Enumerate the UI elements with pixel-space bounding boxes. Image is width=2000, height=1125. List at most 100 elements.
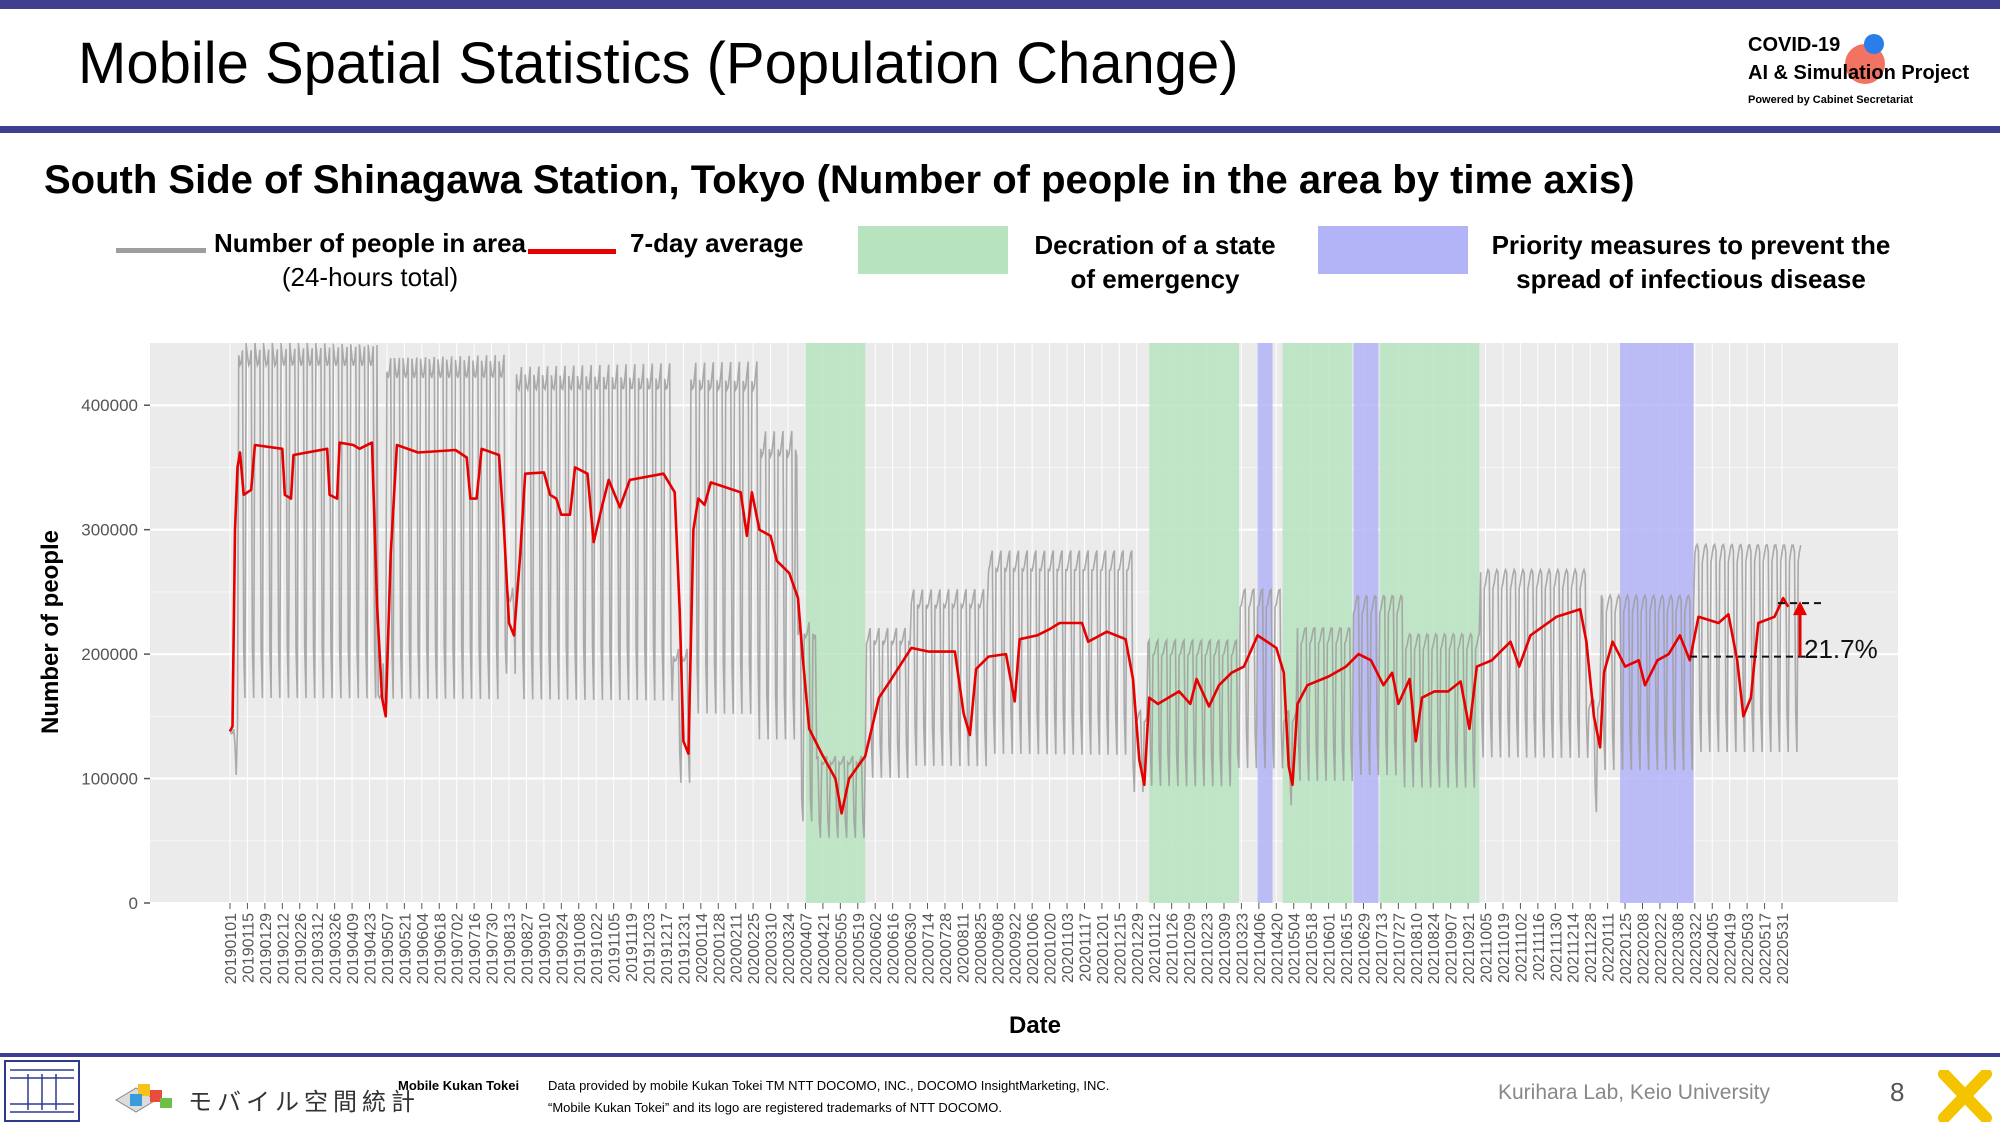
x-tick-label: 20200505 <box>833 913 850 984</box>
x-tick-label: 20190730 <box>485 913 502 984</box>
brand-jp: モバイル空間統計 <box>188 1089 420 1116</box>
x-tick-label: 20220322 <box>1688 913 1705 984</box>
x-tick-label: 20190115 <box>240 913 257 983</box>
x-tick-label: 20210323 <box>1234 913 1251 984</box>
x-tick-label: 20200421 <box>816 913 833 984</box>
x-tick-label: 20190618 <box>432 913 449 984</box>
shaded-period-emergency <box>1379 343 1480 903</box>
x-tick-label: 20220208 <box>1635 913 1652 984</box>
x-tick-label: 20201103 <box>1060 913 1077 983</box>
legend-avg-swatch <box>528 249 616 254</box>
x-tick-label: 20220222 <box>1653 913 1670 984</box>
x-tick-label: 20190409 <box>345 913 362 984</box>
page-number: 8 <box>1890 1077 1905 1107</box>
avg-series <box>228 441 1790 815</box>
x-tick-label: 20211102 <box>1513 913 1530 982</box>
x-tick-label: 20191008 <box>572 913 589 984</box>
legend-emergency-label: Decration of a state of emergency <box>1034 230 1276 294</box>
x-tick-label: 20220405 <box>1705 913 1722 984</box>
logo-line-1: COVID-19 <box>1748 34 1841 56</box>
y-tick-label: 200000 <box>81 645 138 664</box>
x-tick-label: 20201201 <box>1095 913 1112 984</box>
y-tick-label: 400000 <box>81 396 138 415</box>
x-tick-label: 20220531 <box>1775 913 1792 984</box>
x-tick-label: 20200825 <box>973 913 990 984</box>
x-tick-label: 20220419 <box>1723 913 1740 984</box>
x-tick-label: 20191217 <box>659 913 676 984</box>
legend-people-sublabel: (24-hours total) <box>281 262 459 292</box>
x-tick-label: 20210615 <box>1339 913 1356 984</box>
logo-blue-circle-icon <box>1864 34 1884 54</box>
series-line-7-day-average <box>228 441 1790 815</box>
logo-line-2: AI & Simulation Project <box>1748 62 1970 84</box>
x-tick-label: 20210727 <box>1391 913 1408 984</box>
lab-logo-icon <box>4 1060 80 1122</box>
brand-en: Mobile Kukan Tokei <box>398 1078 520 1093</box>
x-tick-label: 20210112 <box>1147 913 1164 983</box>
x-tick-label: 20210921 <box>1461 913 1478 984</box>
x-tick-label: 20190521 <box>397 913 414 984</box>
x-tick-label: 20191231 <box>676 913 693 984</box>
x-tick-label: 20210907 <box>1444 913 1461 984</box>
x-tick-label: 20210406 <box>1252 913 1269 984</box>
x-tick-label: 20210504 <box>1287 913 1304 984</box>
x-axis-label: Date <box>1009 1012 1061 1039</box>
shaded-periods <box>805 343 1694 903</box>
x-tick-label: 20190423 <box>363 913 380 984</box>
legend-avg-label: 7-day average <box>630 228 804 258</box>
annotation-label: 21.7% <box>1804 634 1878 664</box>
y-axis-label: Number of people <box>37 530 64 734</box>
x-tick-label: 20190924 <box>554 913 571 984</box>
legend-priority-label: Priority measures to prevent the spread … <box>1491 230 1891 294</box>
x-tick-label: 20190312 <box>310 913 327 984</box>
change-annotation <box>1690 601 1822 658</box>
x-tick-label: 20210309 <box>1217 913 1234 984</box>
x-tick-label: 20210420 <box>1269 913 1286 984</box>
x-tick-label: 20200616 <box>886 913 903 984</box>
shaded-period-priority <box>1620 343 1694 903</box>
x-tick-label: 20210209 <box>1182 913 1199 984</box>
x-tick-label: 20201020 <box>1043 913 1060 984</box>
logo-line-3: Powered by Cabinet Secretariat <box>1748 94 1914 106</box>
shaded-period-emergency <box>1149 343 1239 903</box>
x-tick-label: 20211228 <box>1583 913 1600 983</box>
x-tick-label: 20201229 <box>1130 913 1147 984</box>
x-tick-label: 20211116 <box>1531 913 1548 981</box>
legend-people-swatch <box>116 248 206 253</box>
x-tick-label: 20200811 <box>955 913 972 983</box>
x-tick-label: 20210223 <box>1200 913 1217 984</box>
x-tick-label: 20191203 <box>642 913 659 984</box>
x-tick-label: 20210713 <box>1374 913 1391 984</box>
x-tick-label: 20200128 <box>711 913 728 984</box>
x-tick-label: 20190910 <box>537 913 554 984</box>
x-tick-label: 20200211 <box>729 913 746 983</box>
series-line-people-in-area <box>229 342 1802 838</box>
y-tick-label: 0 <box>129 894 138 913</box>
x-tick-label: 20210126 <box>1165 913 1182 984</box>
x-tick-label: 20200630 <box>903 913 920 984</box>
slide-title: Mobile Spatial Statistics (Population Ch… <box>78 31 1239 96</box>
credit-line-1: Data provided by mobile Kukan Tokei TM N… <box>548 1078 1110 1093</box>
x-tick-label: 20190827 <box>519 913 536 984</box>
x-tick-label: 20200714 <box>921 913 938 984</box>
y-tick-label: 300000 <box>81 521 138 540</box>
x-tick-label: 20190226 <box>293 913 310 984</box>
x-tick-label: 20211005 <box>1479 913 1496 983</box>
shaded-period-emergency <box>1282 343 1353 903</box>
y-axis-ticks: 0 100000 200000 300000 400000 <box>81 396 150 913</box>
x-tick-label: 20201215 <box>1112 913 1129 984</box>
shaded-period-priority <box>1257 343 1273 903</box>
x-tick-label: 20200310 <box>764 913 781 984</box>
x-tick-label: 20191105 <box>607 913 624 983</box>
x-tick-label: 20210601 <box>1322 913 1339 984</box>
mobile-kukan-tokei-logo-icon <box>115 1084 172 1113</box>
x-tick-label: 20200602 <box>868 913 885 984</box>
covid-project-logo: COVID-19 AI & Simulation Project Powered… <box>1748 34 1988 114</box>
x-tick-label: 20200908 <box>990 913 1007 984</box>
shaded-period-priority <box>1353 343 1379 903</box>
x-tick-label: 20211130 <box>1548 913 1565 982</box>
legend-priority-swatch <box>1318 226 1468 274</box>
x-tick-label: 20190507 <box>380 913 397 984</box>
x-tick-label: 20190129 <box>258 913 275 984</box>
